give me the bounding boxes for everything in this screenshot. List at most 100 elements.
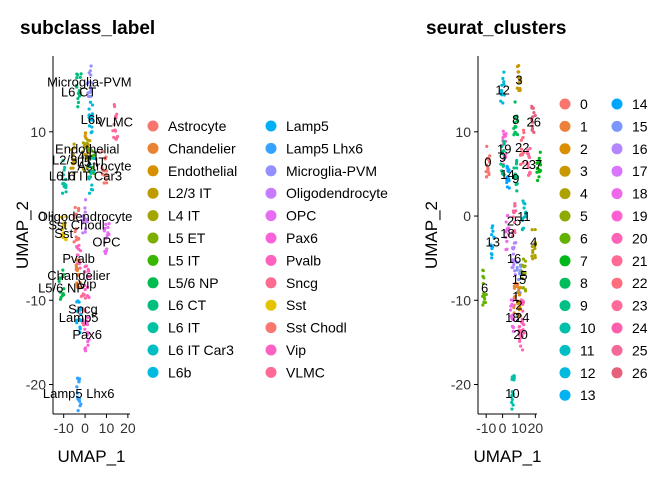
legend-item: L5/6 NP: [147, 275, 219, 291]
data-point: [74, 263, 78, 267]
cluster-label: Oligodendrocyte: [38, 209, 133, 224]
cluster-label: VLMC: [97, 115, 133, 130]
legend-swatch: [265, 322, 277, 334]
data-point: [100, 172, 104, 176]
data-point: [62, 184, 66, 189]
data-point: [481, 303, 485, 307]
legend-swatch: [611, 165, 623, 177]
cluster-points: [75, 376, 83, 413]
data-point: [502, 132, 506, 136]
data-point: [85, 330, 90, 335]
cluster-points: [515, 260, 523, 295]
legend-swatch: [147, 210, 159, 222]
data-point: [103, 251, 108, 256]
data-point: [61, 292, 65, 296]
cluster-points: [504, 213, 511, 252]
data-point: [107, 222, 111, 226]
cluster-points: [518, 128, 526, 167]
data-point: [85, 141, 89, 145]
data-point: [520, 348, 525, 352]
x-axis-title: UMAP_1: [473, 447, 541, 466]
data-point: [515, 160, 519, 164]
data-point: [89, 171, 93, 176]
cluster-label: 9: [499, 150, 506, 165]
data-point: [517, 81, 521, 85]
data-point: [83, 327, 87, 331]
data-point: [521, 328, 525, 332]
data-point: [104, 222, 108, 226]
data-point: [76, 208, 81, 213]
legend-swatch: [265, 277, 277, 289]
data-point: [481, 281, 485, 286]
legend-label: 10: [580, 320, 596, 336]
legend-swatch: [611, 188, 623, 200]
legend-label: Microglia-PVM: [286, 163, 377, 179]
data-point: [115, 112, 119, 116]
legend-swatch: [611, 232, 623, 244]
data-point: [83, 131, 88, 135]
legend-swatch: [147, 120, 159, 132]
cluster-label: 7: [535, 157, 542, 172]
cluster-points: [510, 241, 518, 277]
cluster-points: [512, 100, 520, 137]
data-point: [83, 227, 88, 231]
legend-swatch: [265, 120, 277, 132]
cluster-points: [57, 268, 66, 301]
cluster-points: [512, 158, 520, 193]
legend-swatch: [265, 187, 277, 199]
legend-swatch: [559, 98, 571, 110]
legend-item: 15: [611, 118, 648, 134]
data-point: [78, 280, 82, 285]
data-point: [530, 254, 534, 258]
x-tick-label: 10: [99, 420, 115, 436]
data-point: [512, 295, 517, 299]
data-point: [510, 377, 514, 381]
data-point: [518, 86, 522, 91]
data-point: [518, 285, 522, 290]
data-point: [75, 321, 79, 325]
data-point: [513, 130, 517, 134]
legend-label: Endothelial: [168, 163, 237, 179]
legend-item: Endothelial: [147, 163, 237, 179]
data-point: [90, 115, 94, 119]
data-point: [74, 235, 78, 239]
legend-swatch: [559, 344, 571, 356]
legend-label: Sst: [286, 297, 306, 313]
data-point: [87, 71, 91, 75]
data-point: [90, 125, 94, 129]
data-point: [112, 135, 116, 139]
data-point: [513, 273, 517, 277]
x-tick-label: -10: [476, 420, 496, 436]
legend-swatch: [147, 232, 159, 244]
data-point: [77, 243, 81, 247]
data-point: [74, 227, 78, 231]
legend-item: 8: [559, 275, 588, 291]
data-point: [526, 163, 530, 167]
data-point: [483, 293, 487, 297]
data-point: [85, 220, 89, 224]
legend-item: L2/3 IT: [147, 185, 212, 201]
data-point: [60, 191, 65, 195]
data-point: [536, 178, 540, 183]
data-point: [491, 224, 495, 228]
x-tick-label: -10: [54, 420, 74, 436]
data-point: [500, 91, 504, 96]
data-point: [487, 160, 492, 164]
cluster-label: L6 IT Car3: [61, 169, 122, 184]
x-axis-title: UMAP_1: [57, 447, 125, 466]
cluster-label: 26: [526, 115, 540, 130]
cluster-points: [484, 144, 492, 179]
data-point: [517, 63, 521, 68]
data-point: [485, 144, 489, 148]
cluster-points: [102, 222, 111, 256]
legend-item: 22: [611, 275, 648, 291]
data-point: [104, 173, 109, 177]
data-point: [510, 230, 514, 235]
cluster-points: [505, 164, 511, 190]
data-point: [103, 169, 107, 173]
cluster-points: [60, 159, 68, 195]
legend-item: 1: [559, 118, 588, 134]
data-point: [524, 212, 528, 216]
data-point: [512, 305, 516, 310]
data-point: [512, 133, 516, 137]
